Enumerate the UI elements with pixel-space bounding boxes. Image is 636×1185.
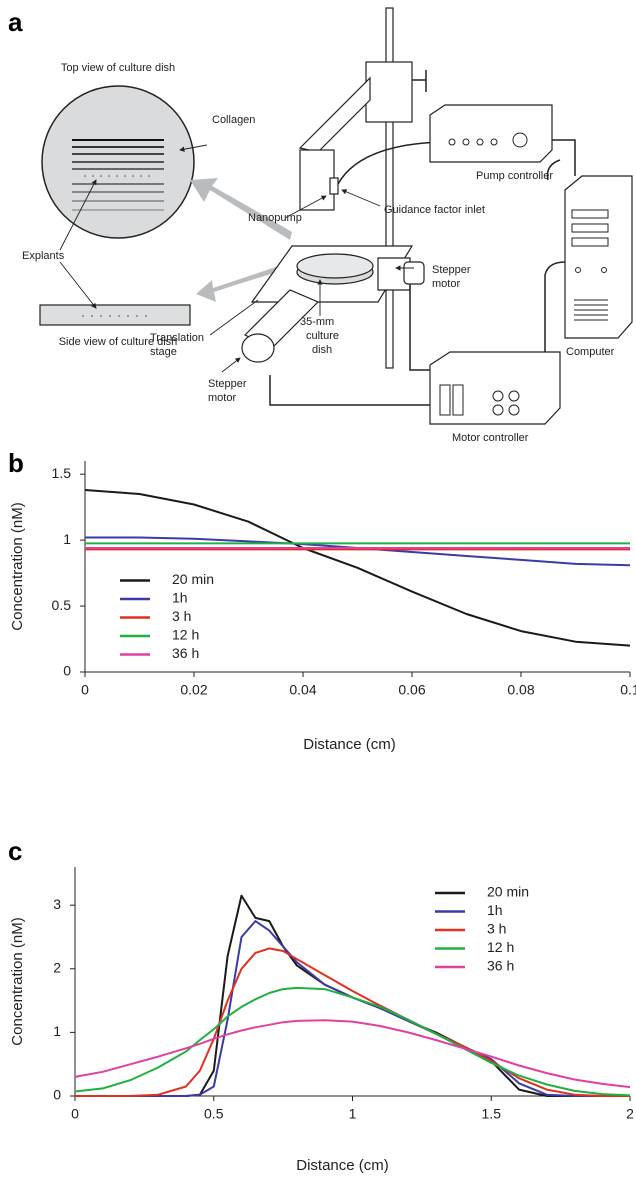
diagram-label: Side view of culture dish (59, 336, 178, 348)
data-line (84, 489, 631, 647)
x-tick-label: 0.04 (289, 682, 316, 698)
panel-label: b (8, 448, 24, 478)
collagen-lines (72, 139, 164, 211)
data-line (75, 947, 630, 1097)
legend-label: 36 h (172, 645, 199, 661)
view-arrow (190, 178, 292, 240)
pointer (341, 189, 381, 207)
diagram-label: Translation (150, 332, 204, 344)
y-axis-title: Concentration (nM) (9, 502, 26, 630)
data-line (85, 536, 631, 567)
y-tick-label: 1.5 (52, 465, 72, 481)
diagram-label: Explants (22, 250, 65, 262)
x-axis-title: Distance (cm) (296, 1157, 389, 1174)
diagram-label: stage (150, 346, 177, 358)
clamp-knob (412, 70, 427, 92)
diagram-label: Collagen (212, 114, 255, 126)
diagram-label: Guidance factor inlet (384, 204, 485, 216)
diagram-label: Top view of culture dish (61, 62, 175, 74)
x-tick-label: 0.02 (180, 682, 207, 698)
inlet (329, 177, 339, 195)
stepper-motor (241, 333, 275, 363)
legend-label: 3 h (487, 921, 506, 937)
legend-label: 12 h (172, 627, 199, 643)
computer-parts (571, 209, 609, 321)
pointer (59, 179, 97, 251)
cable (544, 261, 566, 353)
diagram-label: culture (306, 330, 339, 342)
x-tick-label: 0.5 (204, 1106, 224, 1122)
x-tick-label: 0 (81, 682, 89, 698)
legend-label: 1h (172, 590, 188, 606)
pointer (221, 357, 241, 373)
arm (298, 76, 371, 153)
diagram-label: 35-mm (300, 316, 334, 328)
diagram-label: Stepper (208, 378, 247, 390)
x-tick-label: 1 (349, 1106, 357, 1122)
diagram-label: Pump controller (476, 170, 553, 182)
x-tick-label: 1.5 (482, 1106, 502, 1122)
x-tick-label: 0 (71, 1106, 79, 1122)
pump-tube (337, 141, 441, 185)
y-tick-label: 3 (53, 896, 61, 912)
diagram-label: Motor controller (452, 432, 529, 444)
x-axis-title: Distance (cm) (303, 736, 396, 753)
pointer (179, 144, 208, 152)
nanopump (299, 149, 335, 211)
y-tick-label: 1 (63, 531, 71, 547)
pointer (284, 195, 327, 219)
panel-label: c (8, 836, 22, 866)
legend-label: 36 h (487, 958, 514, 974)
legend-label: 3 h (172, 608, 191, 624)
motor-controller-parts (439, 384, 520, 416)
legend-label: 20 min (487, 884, 529, 900)
pump-knobs (448, 132, 528, 148)
diagram-label: motor (208, 392, 236, 404)
computer-tower (564, 175, 633, 339)
data-line (74, 986, 631, 1097)
pointer (209, 299, 259, 336)
cable (546, 139, 576, 181)
stand-clamp (365, 61, 413, 123)
legend-label: 20 min (172, 571, 214, 587)
data-line (75, 894, 630, 1097)
x-tick-label: 0.1 (620, 682, 636, 698)
stand-pole (385, 7, 394, 369)
dish-side (39, 304, 191, 326)
apparatus-diagram: Top view of culture dish Collagen Explan… (22, 7, 633, 444)
dish (296, 253, 374, 279)
diagram-label: motor (432, 278, 460, 290)
y-tick-label: 0.5 (52, 597, 72, 613)
y-tick-label: 1 (53, 1023, 61, 1039)
legend-label: 12 h (487, 939, 514, 955)
diagram-label: dish (312, 344, 332, 356)
panel-label: a (8, 7, 23, 37)
data-line (74, 1019, 631, 1089)
x-tick-label: 0.06 (398, 682, 425, 698)
view-arrow (196, 262, 292, 302)
diagram-label: Stepper (432, 264, 471, 276)
y-axis-title: Concentration (nM) (9, 917, 26, 1045)
y-tick-label: 2 (53, 959, 61, 975)
x-tick-label: 2 (626, 1106, 634, 1122)
y-tick-label: 0 (63, 663, 71, 679)
pointer (59, 261, 97, 309)
stepper-motor (403, 261, 425, 285)
x-tick-label: 0.08 (507, 682, 534, 698)
diagram-label: Computer (566, 346, 615, 358)
pump-controller-box (429, 104, 553, 163)
diagram-label: Nanopump (248, 212, 302, 224)
y-tick-label: 0 (53, 1087, 61, 1103)
data-line (75, 920, 630, 1097)
legend-label: 1h (487, 902, 503, 918)
